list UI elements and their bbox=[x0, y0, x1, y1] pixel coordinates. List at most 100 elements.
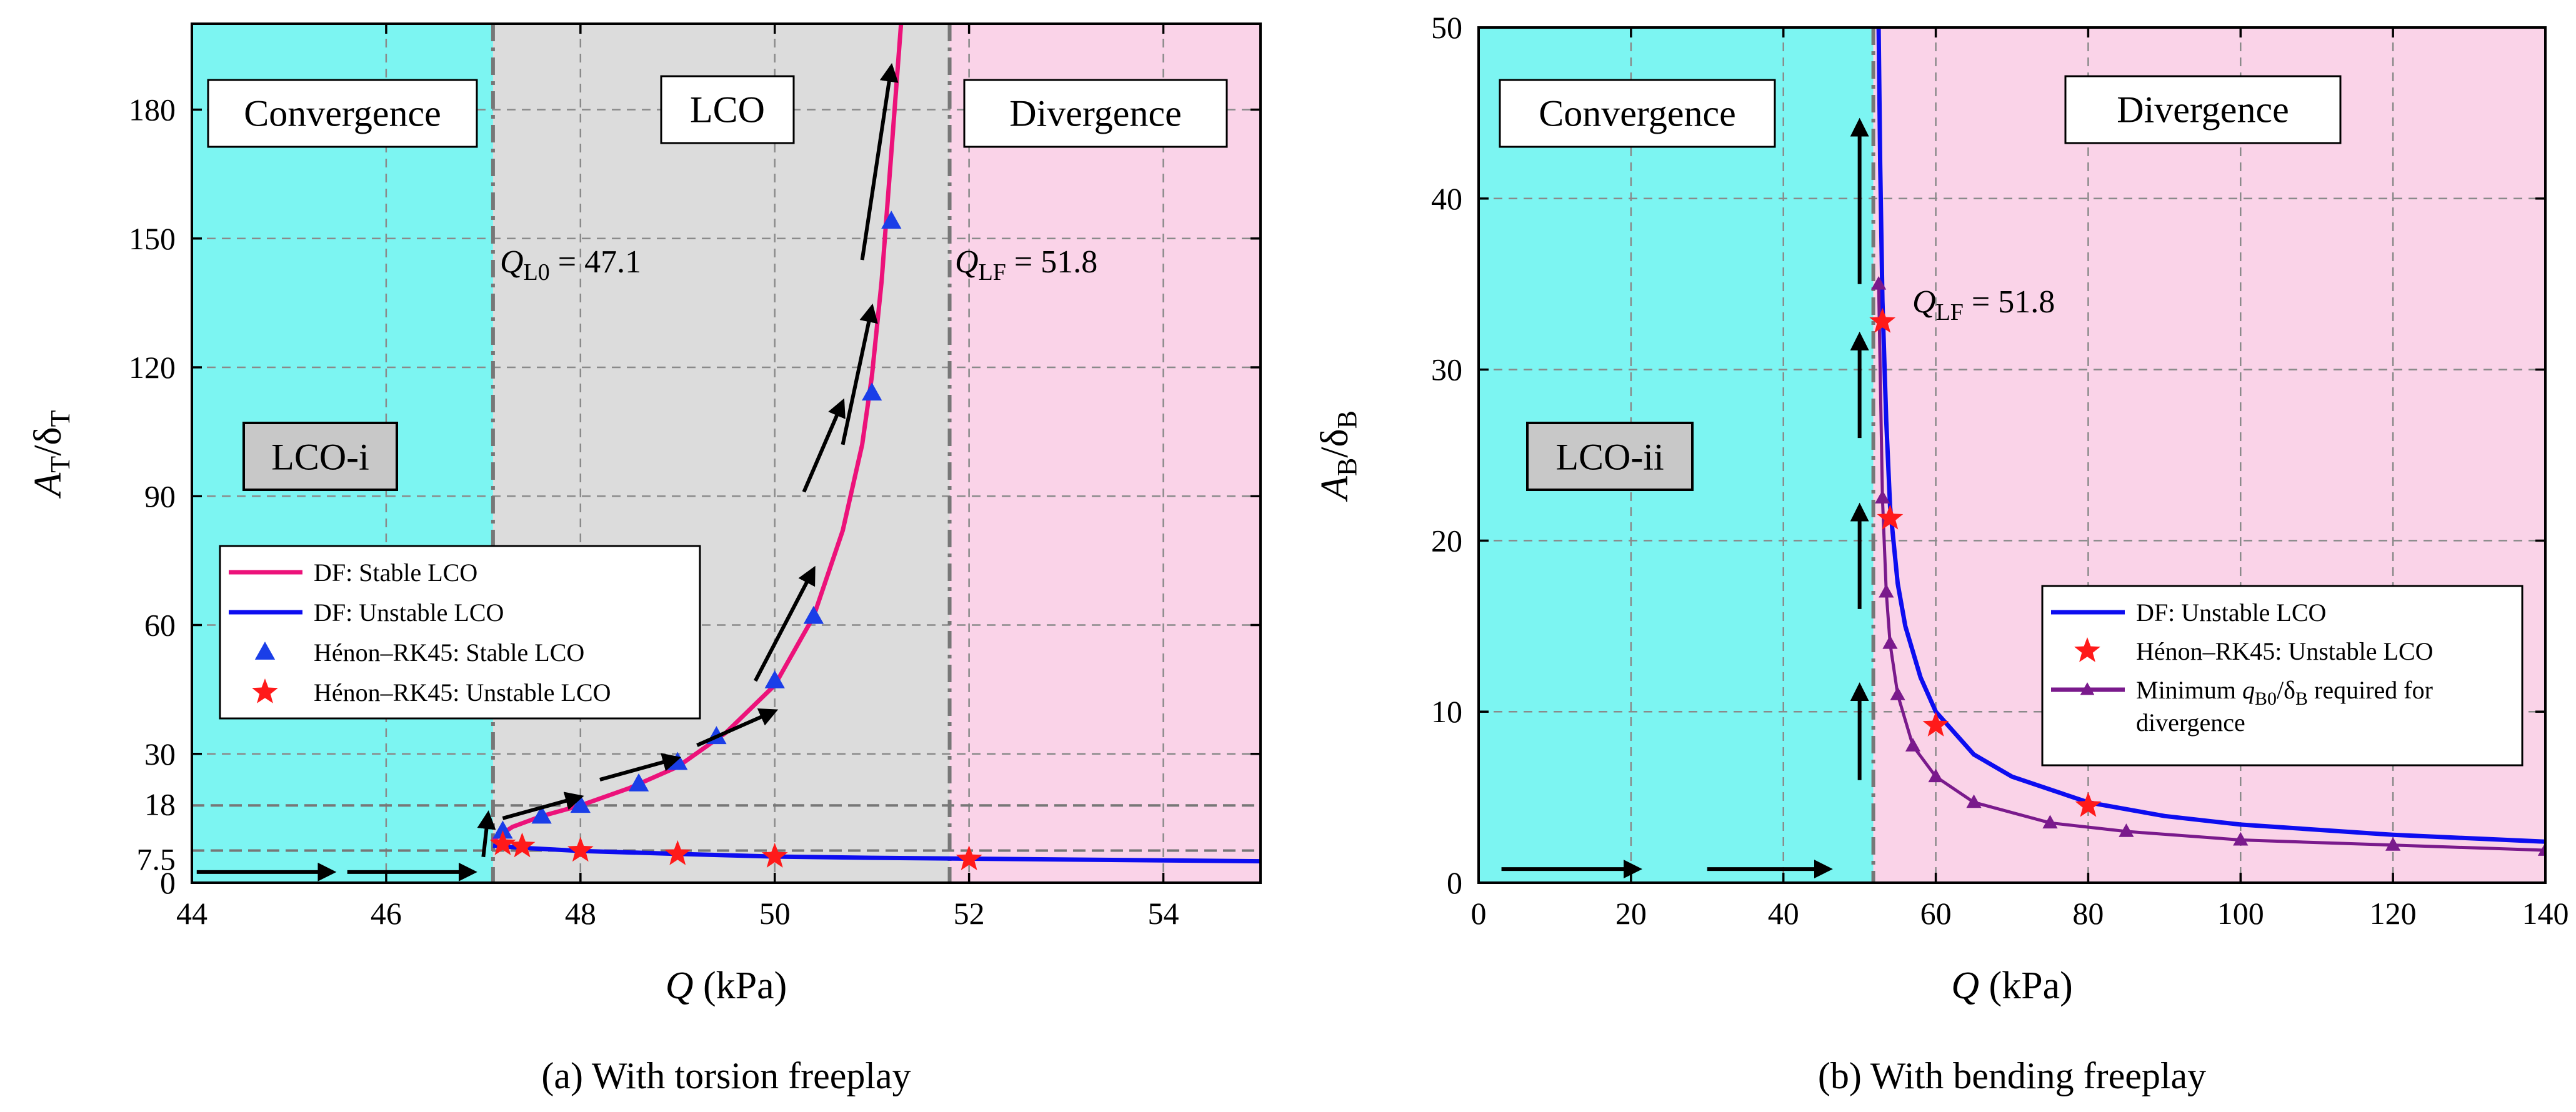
x-tick-label: 50 bbox=[759, 896, 791, 931]
y-tick-label: 20 bbox=[1431, 523, 1462, 558]
y-tick-label: 50 bbox=[1431, 10, 1462, 45]
data-point bbox=[1869, 307, 1896, 333]
data-point bbox=[2537, 842, 2545, 856]
x-tick-label: 80 bbox=[2072, 896, 2104, 931]
data-point bbox=[2042, 815, 2058, 829]
data-point bbox=[761, 843, 788, 868]
data-point bbox=[1922, 712, 1949, 737]
x-tick-label: 20 bbox=[1615, 896, 1647, 931]
legend-box bbox=[2041, 585, 2524, 767]
flow-arrow bbox=[502, 792, 584, 820]
panel-caption: (a) With torsion freeplay bbox=[541, 1055, 911, 1096]
x-tick-label: 44 bbox=[176, 896, 207, 931]
region-label-box bbox=[963, 79, 1228, 148]
data-point bbox=[1877, 504, 1904, 530]
data-point bbox=[881, 211, 902, 229]
legend-label: Hénon–RK45: Stable LCO bbox=[314, 638, 584, 667]
data-point bbox=[803, 605, 824, 624]
data-point bbox=[531, 805, 552, 824]
annotation-qlf: QLF = 51.8 bbox=[955, 244, 1097, 285]
data-point bbox=[1966, 794, 1982, 808]
data-point bbox=[489, 830, 516, 855]
annotation-qlf: QLF = 51.8 bbox=[1912, 284, 2055, 325]
panel-b: 0 20 40 60 80 100 120 140 0 10 20 30 40 50 Q (kPa) AB/δ… bbox=[1314, 10, 2569, 1096]
y-tick-label: 0 bbox=[1447, 865, 1462, 900]
data-point bbox=[2385, 837, 2401, 851]
flow-arrow bbox=[753, 565, 816, 682]
y-tick-label: 180 bbox=[129, 92, 176, 127]
flow-arrow bbox=[841, 303, 878, 445]
y-extra-tick-label: 7.5 bbox=[137, 841, 176, 876]
region-label-convergence: Convergence bbox=[244, 93, 441, 134]
data-point bbox=[1928, 768, 1944, 783]
flow-arrow bbox=[599, 753, 682, 782]
x-tick-label: 48 bbox=[565, 896, 596, 931]
legend-label: Minimum qB0/δB required for bbox=[2136, 676, 2433, 709]
panel-a: 44 46 48 50 52 54 0 30 60 90 120 150 180 18 7.5 Q (kPa)… bbox=[27, 22, 1262, 1096]
data-point bbox=[2119, 823, 2134, 837]
data-point bbox=[1875, 490, 1890, 504]
data-point bbox=[1905, 738, 1921, 752]
legend-label: DF: Unstable LCO bbox=[314, 598, 504, 627]
legend-symbol bbox=[252, 678, 278, 703]
legend-box bbox=[219, 545, 701, 720]
data-point bbox=[492, 820, 513, 839]
y-tick-label: 40 bbox=[1431, 181, 1462, 216]
x-axis-label: Q (kPa) bbox=[1951, 965, 2073, 1007]
data-point bbox=[2075, 792, 2102, 817]
data-point bbox=[567, 836, 594, 862]
region-label-box bbox=[1499, 79, 1776, 148]
data-point bbox=[1890, 687, 1905, 700]
axes-frame bbox=[191, 22, 1262, 884]
legend-label-cont: divergence bbox=[2136, 708, 2245, 737]
region-label-box bbox=[660, 75, 795, 144]
data-point bbox=[509, 832, 536, 858]
panel-caption: (b) With bending freeplay bbox=[1818, 1055, 2206, 1096]
y-tick-label: 30 bbox=[1431, 352, 1462, 387]
x-tick-label: 46 bbox=[371, 896, 402, 931]
region-label-convergence: Convergence bbox=[1539, 93, 1735, 134]
legend-symbol bbox=[254, 642, 276, 660]
y-axis-label: AT/δT bbox=[27, 410, 76, 499]
x-tick-label: 40 bbox=[1768, 896, 1799, 931]
data-point bbox=[2233, 832, 2249, 846]
data-point bbox=[956, 845, 982, 870]
flow-arrow bbox=[477, 810, 496, 858]
legend-symbol bbox=[2074, 637, 2100, 662]
x-tick-label: 60 bbox=[1920, 896, 1952, 931]
legend-label: Hénon–RK45: Unstable LCO bbox=[314, 678, 611, 707]
legend-marker bbox=[2080, 682, 2095, 695]
series-line-0 bbox=[1876, 27, 2545, 844]
data-point bbox=[1879, 583, 1894, 598]
region-label-divergence: Divergence bbox=[2117, 89, 2289, 131]
x-tick-label: 0 bbox=[1471, 896, 1487, 931]
data-point bbox=[1882, 635, 1898, 649]
x-tick-label: 54 bbox=[1148, 896, 1179, 931]
x-tick-label: 120 bbox=[2370, 896, 2417, 931]
y-tick-label: 60 bbox=[144, 608, 176, 643]
annotation-ql0: QL0 = 47.1 bbox=[500, 244, 641, 285]
y-tick-label: 90 bbox=[144, 479, 176, 514]
data-point bbox=[628, 773, 649, 792]
y-axis-label: AB/δB bbox=[1314, 410, 1362, 502]
lco-tag: LCO-i bbox=[271, 437, 369, 478]
y-tick-label: 120 bbox=[129, 350, 176, 385]
x-axis-label: Q (kPa) bbox=[666, 965, 787, 1007]
data-point bbox=[764, 670, 785, 688]
lco-tag-box bbox=[242, 422, 398, 491]
y-tick-label: 30 bbox=[144, 737, 176, 772]
y-tick-label: 0 bbox=[160, 865, 176, 900]
y-extra-tick-label: 18 bbox=[144, 787, 176, 822]
region-label-box bbox=[207, 79, 478, 148]
flow-arrow bbox=[696, 708, 779, 747]
legend-label: Hénon–RK45: Unstable LCO bbox=[2136, 637, 2434, 665]
region-label-box bbox=[2064, 75, 2342, 144]
lco-tag: LCO-ii bbox=[1555, 437, 1664, 478]
data-point bbox=[862, 382, 882, 401]
x-tick-label: 100 bbox=[2217, 896, 2264, 931]
region-label-lco: LCO bbox=[690, 89, 765, 131]
flow-arrow bbox=[860, 62, 899, 261]
legend-label: DF: Stable LCO bbox=[314, 558, 477, 587]
axes-frame bbox=[1477, 26, 2547, 884]
